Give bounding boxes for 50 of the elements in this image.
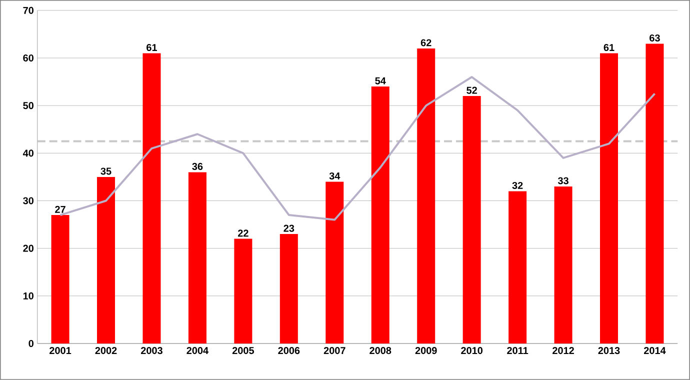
x-tick-label: 2005 <box>232 347 254 354</box>
bar <box>462 96 481 344</box>
data-label: 27 <box>55 206 66 213</box>
data-label: 22 <box>238 230 248 237</box>
bar <box>554 186 572 344</box>
bar <box>646 44 664 344</box>
y-tick-label: 60 <box>23 54 34 62</box>
data-label: 35 <box>100 168 112 175</box>
x-tick-label: 2007 <box>324 347 346 354</box>
data-label: 32 <box>512 182 523 190</box>
data-label: 61 <box>146 44 157 52</box>
y-tick-label: 10 <box>23 292 34 300</box>
data-label: 33 <box>558 177 568 184</box>
bar <box>371 86 390 344</box>
data-label: 62 <box>420 39 432 46</box>
x-tick-label: 2010 <box>461 347 483 354</box>
x-tick-label: 2008 <box>370 347 392 354</box>
data-label: 54 <box>375 77 386 84</box>
data-label: 52 <box>466 86 477 94</box>
x-tick-label: 2001 <box>50 347 72 354</box>
y-tick-label: 70 <box>23 6 34 14</box>
bar <box>97 177 116 344</box>
y-tick-label: 20 <box>23 244 34 252</box>
bar <box>234 238 252 344</box>
data-label: 34 <box>329 172 340 180</box>
bar <box>51 215 70 344</box>
bar <box>326 182 344 344</box>
data-label: 63 <box>650 34 660 42</box>
data-label: 23 <box>284 224 294 232</box>
data-label: 61 <box>604 44 614 52</box>
x-tick-label: 2012 <box>552 347 574 354</box>
bar <box>142 53 161 344</box>
x-tick-label: 2009 <box>415 347 437 354</box>
x-tick-label: 2003 <box>140 347 162 354</box>
y-tick-label: 0 <box>28 340 34 348</box>
x-tick-label: 2002 <box>95 347 117 354</box>
bar <box>508 191 527 344</box>
x-tick-label: 2014 <box>644 347 666 354</box>
bar <box>188 172 206 344</box>
y-tick-label: 50 <box>23 102 34 110</box>
bar <box>417 48 436 344</box>
x-tick-label: 2013 <box>598 347 620 354</box>
data-label: 36 <box>192 162 203 170</box>
bar <box>600 53 618 344</box>
x-tick-label: 2004 <box>186 347 208 354</box>
x-tick-label: 2006 <box>278 347 300 354</box>
y-tick-label: 30 <box>23 197 34 204</box>
bar <box>280 234 298 344</box>
x-tick-label: 2011 <box>507 347 528 354</box>
y-tick-label: 40 <box>22 150 34 157</box>
